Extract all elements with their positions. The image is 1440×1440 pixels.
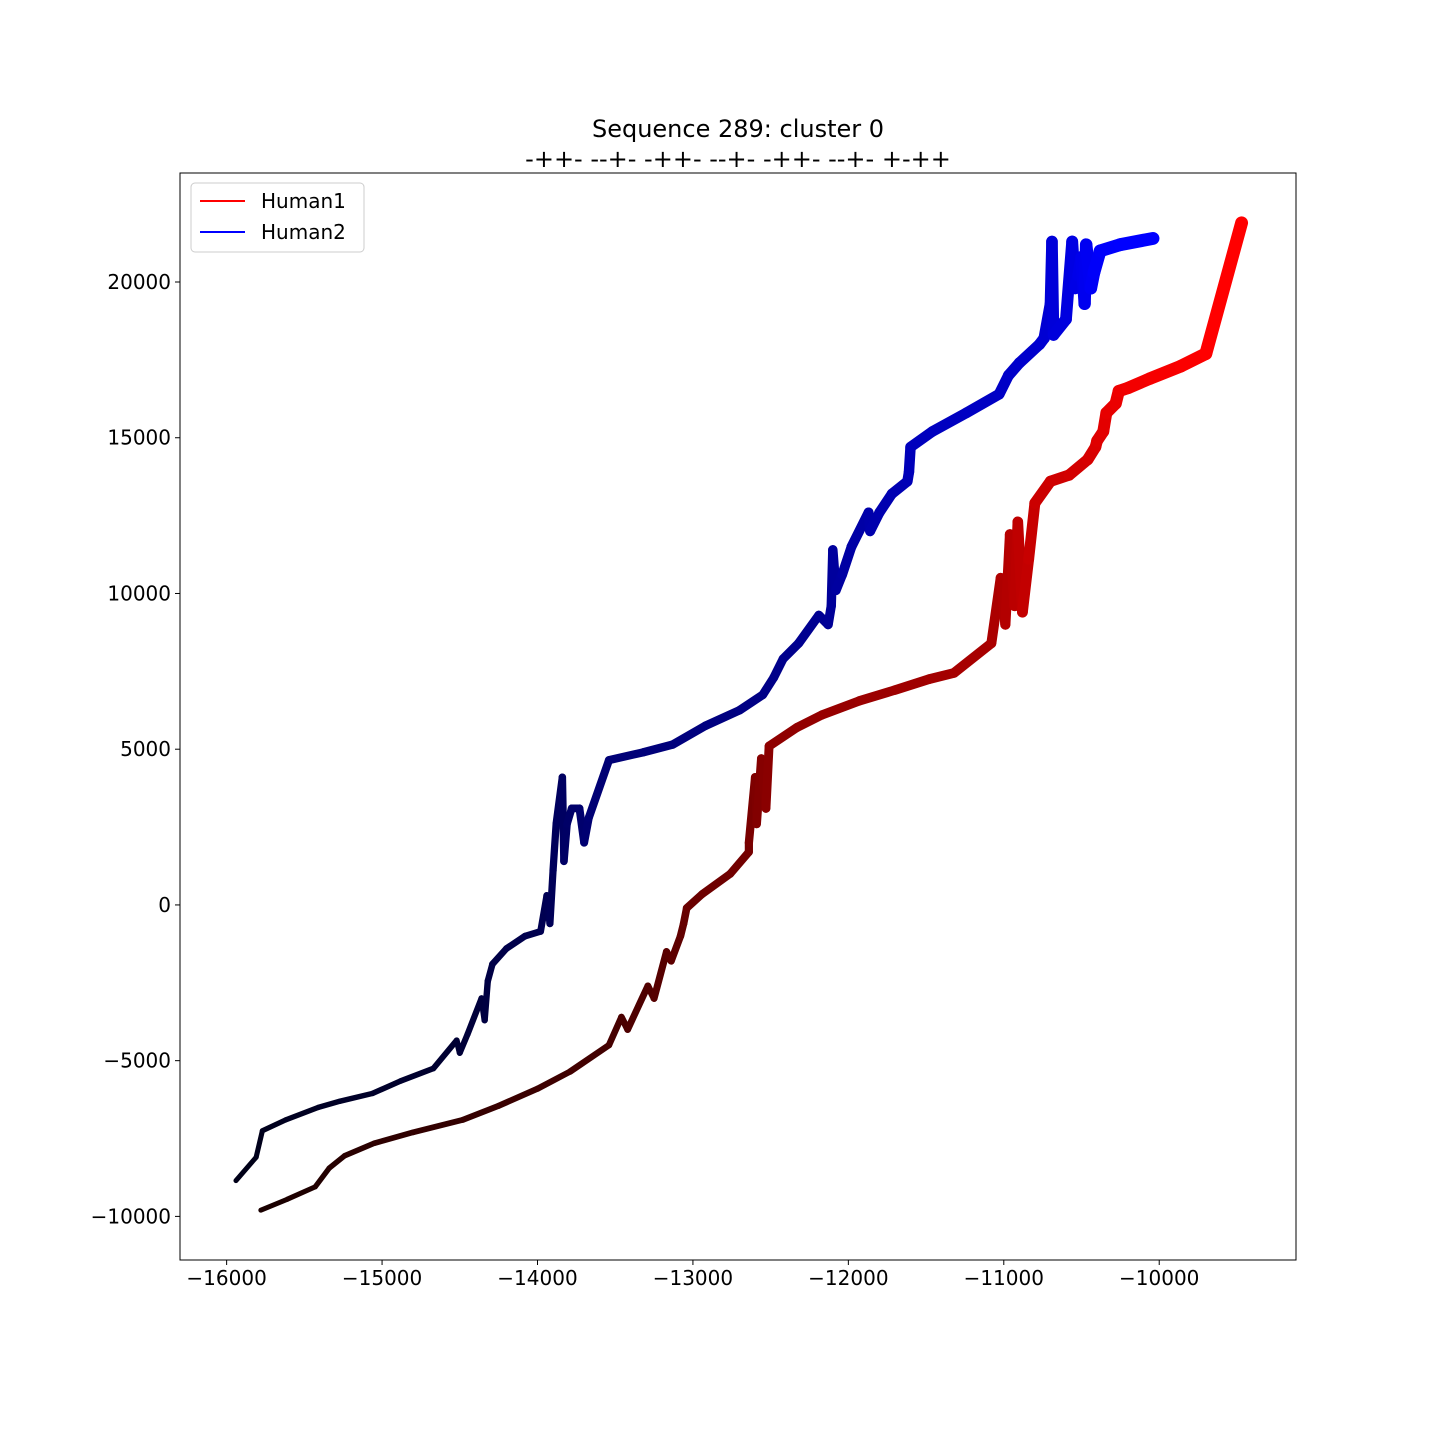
series-segment bbox=[337, 1090, 376, 1104]
y-tick-label: 15000 bbox=[107, 426, 171, 450]
chart-title: Sequence 289: cluster 0 bbox=[592, 115, 884, 143]
series-segment bbox=[1113, 231, 1160, 252]
series-segment bbox=[481, 978, 491, 1024]
series-segment bbox=[312, 1165, 332, 1190]
series-segment bbox=[495, 1085, 541, 1109]
series-segment bbox=[560, 820, 571, 866]
series-human1 bbox=[258, 216, 1249, 1213]
series-segment bbox=[259, 1117, 289, 1134]
series-segment bbox=[604, 748, 648, 765]
y-axis: −10000 −5000 0 5000 10000 15000 20000 bbox=[91, 270, 180, 1228]
legend-label-human1: Human1 bbox=[261, 189, 346, 213]
series-segment bbox=[701, 705, 744, 731]
series-segment bbox=[459, 1102, 502, 1123]
series-segment bbox=[854, 685, 900, 706]
series-segment bbox=[566, 1041, 613, 1075]
series-segment bbox=[926, 407, 972, 437]
series-segment bbox=[456, 1031, 471, 1056]
x-tick-label: −12000 bbox=[808, 1266, 888, 1290]
x-tick-label: −14000 bbox=[497, 1266, 577, 1290]
series-segment bbox=[761, 741, 774, 813]
x-tick-label: −16000 bbox=[186, 1266, 266, 1290]
series-segment bbox=[605, 1013, 625, 1049]
series-layer bbox=[233, 216, 1249, 1213]
series-segment bbox=[1017, 553, 1035, 618]
series-segment bbox=[397, 1065, 437, 1084]
series-segment bbox=[817, 696, 864, 720]
series-segment bbox=[890, 674, 934, 695]
series-segment bbox=[283, 1104, 321, 1123]
y-tick-label: 20000 bbox=[107, 270, 171, 294]
series-segment bbox=[233, 1154, 259, 1184]
series-segment bbox=[1046, 235, 1060, 341]
x-axis: −16000 −15000 −14000 −13000 −12000 −11000 −100… bbox=[186, 1260, 1199, 1290]
y-tick-label: 0 bbox=[158, 893, 171, 917]
series-segment bbox=[735, 690, 768, 715]
series-segment bbox=[1199, 216, 1249, 361]
x-tick-label: −15000 bbox=[342, 1266, 422, 1290]
series-segment bbox=[430, 1037, 460, 1072]
y-tick-label: 5000 bbox=[120, 737, 171, 761]
series-segment bbox=[284, 1184, 318, 1202]
series-segment bbox=[580, 813, 593, 847]
series-segment bbox=[764, 722, 802, 751]
series-segment bbox=[315, 1098, 343, 1111]
series-segment bbox=[624, 982, 652, 1033]
legend: Human1 Human2 bbox=[190, 182, 365, 253]
series-segment bbox=[503, 932, 529, 952]
series-human2 bbox=[233, 231, 1160, 1184]
series-segment bbox=[549, 820, 560, 875]
chart-subtitle: -++- --+- -++- --+- -++- --+- +-++ bbox=[525, 145, 951, 173]
series-segment bbox=[546, 867, 557, 928]
series-segment bbox=[534, 1068, 574, 1092]
series-segment bbox=[1023, 497, 1041, 565]
series-segment bbox=[464, 995, 485, 1038]
series-segment bbox=[489, 945, 510, 968]
series-segment bbox=[726, 847, 753, 878]
series-segment bbox=[341, 1140, 378, 1159]
series-segment bbox=[584, 756, 614, 822]
series-segment bbox=[410, 1116, 466, 1136]
series-segment bbox=[949, 638, 997, 678]
x-tick-label: −10000 bbox=[1119, 1266, 1199, 1290]
series-segment bbox=[961, 388, 1005, 419]
x-tick-label: −11000 bbox=[964, 1266, 1044, 1290]
series-segment bbox=[668, 721, 710, 749]
x-tick-label: −13000 bbox=[653, 1266, 733, 1290]
series-segment bbox=[650, 948, 671, 1002]
series-segment bbox=[794, 610, 824, 648]
series-segment bbox=[253, 1128, 265, 1160]
series-segment bbox=[371, 1129, 416, 1147]
series-segment bbox=[326, 1152, 348, 1171]
legend-label-human2: Human2 bbox=[261, 220, 346, 244]
y-tick-label: 10000 bbox=[107, 581, 171, 605]
plot-frame bbox=[179, 172, 1297, 1261]
series-segment bbox=[369, 1078, 404, 1097]
y-tick-label: −5000 bbox=[103, 1049, 171, 1073]
series-segment bbox=[698, 869, 735, 898]
series-segment bbox=[258, 1196, 290, 1213]
series-segment bbox=[638, 740, 677, 757]
series-segment bbox=[667, 932, 685, 965]
y-tick-label: −10000 bbox=[91, 1204, 171, 1228]
